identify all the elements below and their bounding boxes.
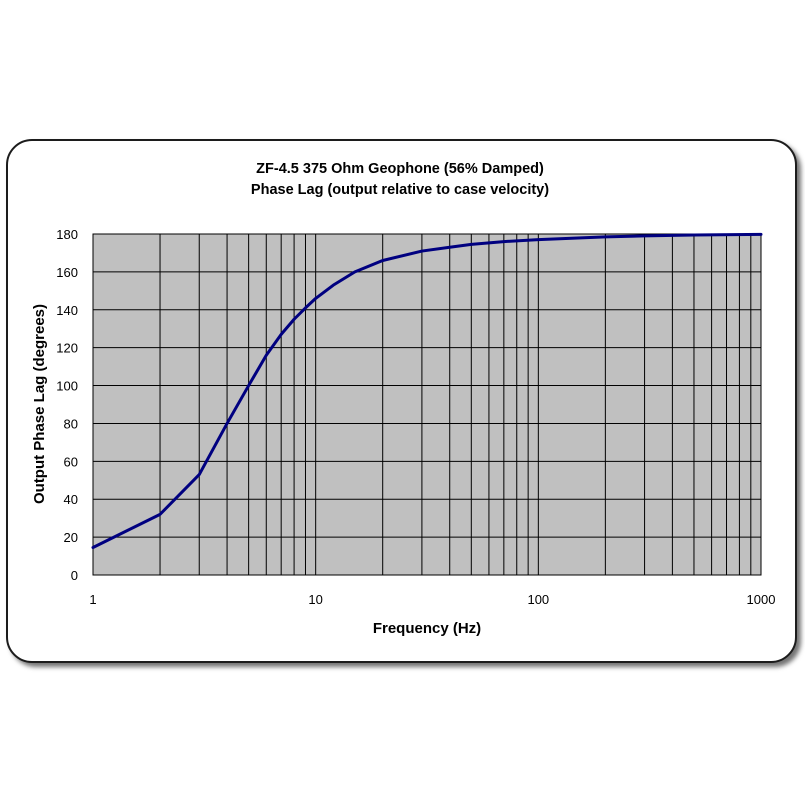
y-tick-label: 180 [56,227,78,242]
y-tick-label: 40 [64,492,78,507]
x-axis-label: Frequency (Hz) [373,620,481,637]
phase-lag-line [91,232,763,550]
y-tick-label: 140 [56,303,78,318]
y-tick-label: 0 [71,568,78,583]
y-tick-label: 120 [56,341,78,356]
plot-area [93,234,761,575]
chart-title: ZF-4.5 375 Ohm Geophone (56% Damped) [256,161,544,177]
y-tick-label: 80 [64,416,78,431]
plot-frame [92,233,762,576]
x-tick-label: 100 [527,592,549,607]
y-tick-label: 20 [64,530,78,545]
y-tick-label: 100 [56,379,78,394]
series-layer [91,232,763,550]
x-tick-label: 1 [89,592,96,607]
x-tick-label: 10 [308,592,322,607]
tick-labels: 0 20 40 60 80 100 120 140 160 180 1 10 100 1000 [56,227,775,607]
x-tick-label: 1000 [747,592,776,607]
grid-lines [92,233,762,576]
chart-subtitle: Phase Lag (output relative to case veloc… [251,182,549,198]
y-axis-label: Output Phase Lag (degrees) [31,304,48,504]
y-tick-label: 60 [64,454,78,469]
y-tick-label: 160 [56,265,78,280]
